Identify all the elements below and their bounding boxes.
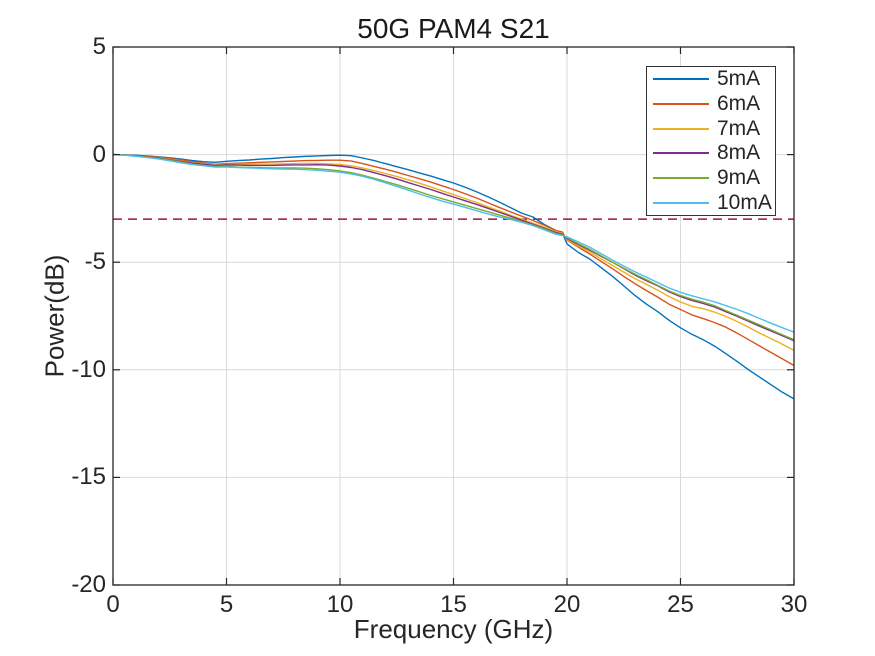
y-tick-label: -20 xyxy=(71,571,106,598)
legend-line-sample xyxy=(653,127,709,130)
legend-item-7mA: 7mA xyxy=(647,117,775,141)
x-tick-label: 15 xyxy=(440,591,467,618)
legend-label: 5mA xyxy=(717,67,761,91)
x-tick-label: 5 xyxy=(219,591,234,618)
legend-item-8mA: 8mA xyxy=(647,141,775,165)
x-tick-label: 25 xyxy=(667,591,694,618)
x-tick-label: 20 xyxy=(553,591,581,618)
legend-label: 7mA xyxy=(717,116,761,140)
legend-line-sample xyxy=(653,152,709,155)
x-tick-label: 0 xyxy=(106,591,120,618)
y-tick-label: -15 xyxy=(71,463,106,491)
legend-item-10mA: 10mA xyxy=(647,191,775,215)
legend-line-sample xyxy=(653,78,709,81)
legend-label: 6mA xyxy=(717,91,761,115)
legend-label: 8mA xyxy=(717,141,761,165)
legend-item-6mA: 6mA xyxy=(647,92,775,116)
y-tick-label: 0 xyxy=(92,140,106,168)
x-axis-label: Frequency (GHz) xyxy=(353,614,554,644)
y-tick-label: -10 xyxy=(71,355,106,383)
y-tick-label: -5 xyxy=(84,248,106,276)
x-tick-label: 30 xyxy=(780,591,808,618)
legend-line-sample xyxy=(653,102,709,105)
x-tick-label: 10 xyxy=(326,591,354,618)
legend: 5mA 6mA 7mA 8mA 9mA 10mA xyxy=(646,66,776,216)
series-line-5mA xyxy=(112,153,795,400)
legend-label: 10mA xyxy=(717,190,772,214)
legend-line-sample xyxy=(653,176,709,179)
y-tick-label: 5 xyxy=(92,33,106,60)
series-line-6mA xyxy=(112,153,795,367)
legend-label: 9mA xyxy=(717,165,761,189)
chart-title: 50G PAM4 S21 xyxy=(357,13,550,44)
series-line-8mA xyxy=(112,153,795,342)
series-line-10mA xyxy=(112,153,795,333)
legend-item-9mA: 9mA xyxy=(647,166,775,190)
legend-line-sample xyxy=(653,201,709,204)
legend-item-5mA: 5mA xyxy=(647,67,775,91)
